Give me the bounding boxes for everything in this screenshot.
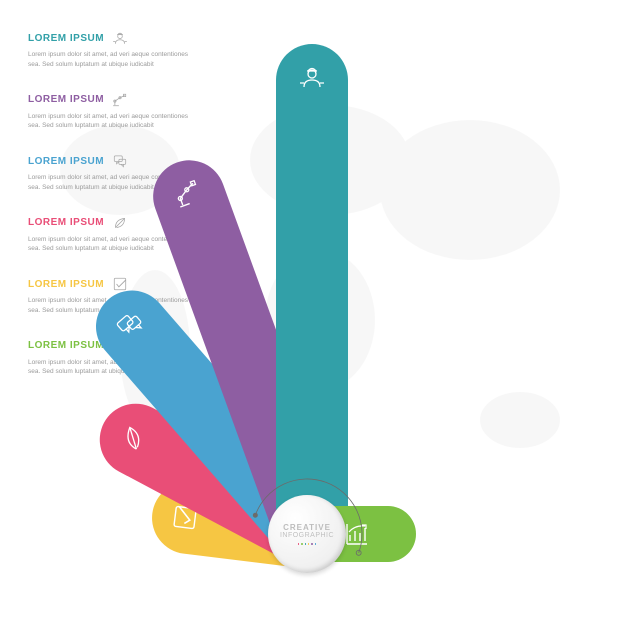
- sidebar-item: LOREM IPSUM Lorem ipsum dolor sit amet, …: [28, 153, 198, 193]
- sidebar-item: LOREM IPSUM Lorem ipsum dolor sit amet, …: [28, 30, 198, 70]
- hub-color-chip: [305, 543, 306, 545]
- sidebar-item: LOREM IPSUM Lorem ipsum dolor sit amet, …: [28, 338, 198, 378]
- robot-arm-icon: [112, 92, 128, 108]
- sidebar-item-head: LOREM IPSUM: [28, 215, 198, 231]
- sidebar-item-title: LOREM IPSUM: [28, 340, 104, 351]
- sidebar-item-head: LOREM IPSUM: [28, 276, 198, 292]
- leaf-icon: [112, 215, 128, 231]
- hub-color-chip: [298, 543, 299, 545]
- chat-icon: [112, 153, 128, 169]
- hub-color-chip: [311, 543, 312, 545]
- sidebar-item-head: LOREM IPSUM: [28, 30, 198, 46]
- chart-icon: [112, 338, 128, 354]
- sidebar-item-head: LOREM IPSUM: [28, 338, 198, 354]
- sidebar-item-body: Lorem ipsum dolor sit amet, ad veri aequ…: [28, 50, 198, 70]
- worker-icon: [297, 62, 327, 92]
- leaf-icon: [113, 418, 154, 459]
- sidebar-item-body: Lorem ipsum dolor sit amet, ad veri aequ…: [28, 358, 198, 378]
- sidebar-item: LOREM IPSUM Lorem ipsum dolor sit amet, …: [28, 276, 198, 316]
- check-icon: [168, 501, 201, 534]
- hub-color-chip: [301, 543, 302, 545]
- sidebar-item-title: LOREM IPSUM: [28, 94, 104, 105]
- sidebar-item-body: Lorem ipsum dolor sit amet, ad veri aequ…: [28, 112, 198, 132]
- sidebar-item-title: LOREM IPSUM: [28, 217, 104, 228]
- hub-subtitle: INFOGRAPHIC: [280, 532, 334, 539]
- sidebar-item-title: LOREM IPSUM: [28, 279, 104, 290]
- sidebar-item: LOREM IPSUM Lorem ipsum dolor sit amet, …: [28, 92, 198, 132]
- check-icon: [112, 276, 128, 292]
- infographic-canvas: LOREM IPSUM Lorem ipsum dolor sit amet, …: [0, 0, 626, 626]
- sidebar-item-title: LOREM IPSUM: [28, 156, 104, 167]
- sidebar-item-body: Lorem ipsum dolor sit amet, ad veri aequ…: [28, 296, 198, 316]
- hub-color-bars: [298, 543, 316, 545]
- center-hub: CREATIVE INFOGRAPHIC: [268, 495, 346, 573]
- hub-color-chip: [308, 543, 309, 545]
- sidebar-item: LOREM IPSUM Lorem ipsum dolor sit amet, …: [28, 215, 198, 255]
- sidebar-list: LOREM IPSUM Lorem ipsum dolor sit amet, …: [28, 30, 198, 399]
- sidebar-item-title: LOREM IPSUM: [28, 33, 104, 44]
- worker-icon: [112, 30, 128, 46]
- sidebar-item-body: Lorem ipsum dolor sit amet, ad veri aequ…: [28, 235, 198, 255]
- hub-title: CREATIVE: [283, 523, 331, 532]
- sidebar-item-body: Lorem ipsum dolor sit amet, ad veri aequ…: [28, 173, 198, 193]
- sidebar-item-head: LOREM IPSUM: [28, 153, 198, 169]
- fan-petal: [276, 44, 348, 534]
- sidebar-item-head: LOREM IPSUM: [28, 92, 198, 108]
- chart-icon: [342, 519, 372, 549]
- hub-color-chip: [315, 543, 316, 545]
